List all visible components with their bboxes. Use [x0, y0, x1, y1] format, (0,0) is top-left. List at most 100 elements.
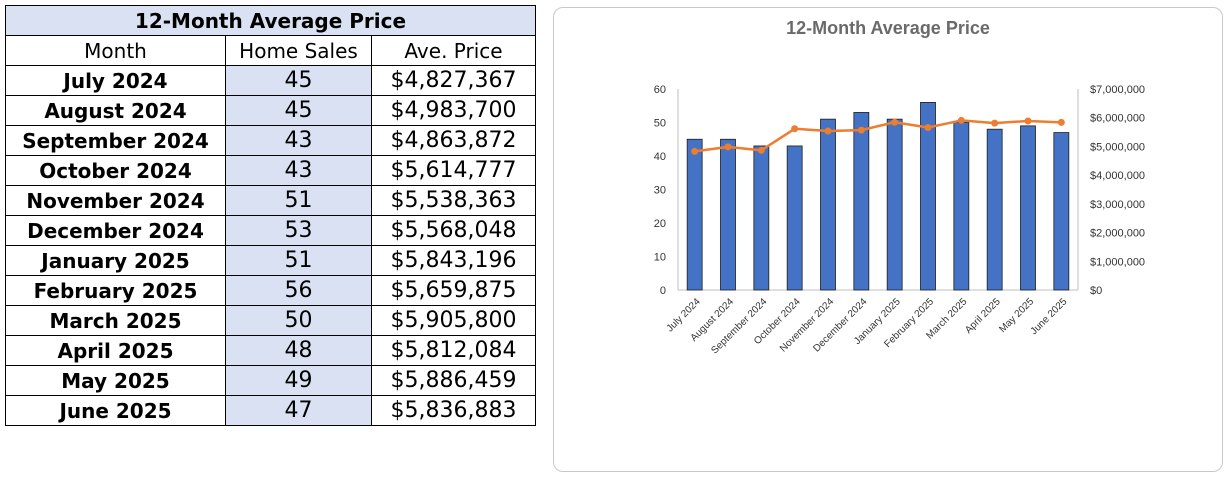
column-header-ave-price: Ave. Price	[371, 35, 536, 66]
bar	[853, 112, 870, 291]
month-cell: January 2025	[5, 245, 226, 276]
month-cell: December 2024	[5, 215, 226, 246]
table-title: 12-Month Average Price	[5, 5, 536, 36]
combo-chart: 0 10 20 30 40 50 60 $0 $1,000,000 $2,000,000 $3,00…	[654, 84, 1145, 356]
y-tick-label-left: 30	[654, 185, 666, 197]
line-series	[691, 116, 1065, 155]
table-row: May 2025 49 $5,886,459	[5, 365, 536, 396]
table-row: March 2025 50 $5,905,800	[5, 305, 536, 336]
line-point	[1057, 118, 1065, 126]
line-point	[1024, 117, 1032, 125]
home-sales-cell: 45	[225, 65, 372, 96]
bar	[820, 118, 836, 291]
month-cell: September 2024	[5, 125, 226, 156]
month-cell: February 2025	[5, 275, 226, 306]
home-sales-cell: 50	[225, 305, 372, 336]
y-tick-label-right: $0	[1090, 285, 1102, 297]
ave-price-cell: $5,886,459	[371, 365, 536, 396]
x-tick-label: April 2025	[963, 296, 1003, 336]
table-row: July 2024 45 $4,827,367	[5, 65, 536, 96]
bar	[953, 122, 970, 291]
y-tick-label-left: 50	[654, 118, 666, 130]
y-tick-label-right: $1,000,000	[1090, 256, 1145, 268]
chart-axes	[677, 89, 1079, 291]
bar	[986, 128, 1003, 291]
line-point	[824, 127, 832, 135]
table-row: December 2024 53 $5,568,048	[5, 215, 536, 246]
price-table: 12-Month Average Price Month Home Sales …	[5, 5, 536, 426]
table-row: June 2025 47 $5,836,883	[5, 395, 536, 426]
y-tick-label-right: $3,000,000	[1090, 199, 1145, 211]
ave-price-cell: $4,863,872	[371, 125, 536, 156]
chart-card: 12-Month Average Price 0 10 20 30 40 50 60 $0 $1…	[553, 7, 1223, 472]
bar	[920, 102, 936, 291]
home-sales-cell: 47	[225, 395, 372, 426]
y-tick-label-left: 60	[654, 84, 666, 96]
line-point	[757, 146, 765, 154]
home-sales-cell: 48	[225, 335, 372, 366]
column-header-home-sales: Home Sales	[225, 35, 372, 66]
y-tick-label-right: $5,000,000	[1090, 141, 1145, 153]
home-sales-cell: 51	[225, 245, 372, 276]
column-header-month: Month	[5, 35, 226, 66]
month-cell: April 2025	[5, 335, 226, 366]
y-tick-label-left: 40	[654, 151, 666, 163]
ave-price-cell: $5,812,084	[371, 335, 536, 366]
ave-price-cell: $4,827,367	[371, 65, 536, 96]
table-row: April 2025 48 $5,812,084	[5, 335, 536, 366]
home-sales-cell: 43	[225, 155, 372, 186]
y-tick-label-right: $7,000,000	[1090, 84, 1145, 96]
ave-price-cell: $5,568,048	[371, 215, 536, 246]
month-cell: August 2024	[5, 95, 226, 126]
line-point	[857, 126, 865, 134]
line-point	[957, 116, 965, 124]
bar	[753, 145, 770, 291]
table-row: November 2024 51 $5,538,363	[5, 185, 536, 216]
line-point	[991, 119, 999, 127]
ave-price-cell: $4,983,700	[371, 95, 536, 126]
y-tick-label-left: 10	[654, 252, 666, 264]
bar	[886, 118, 903, 291]
month-cell: June 2025	[5, 395, 226, 426]
bar	[1053, 132, 1070, 291]
y-tick-label-right: $2,000,000	[1090, 228, 1145, 240]
bar-series	[686, 102, 1070, 291]
home-sales-cell: 51	[225, 185, 372, 216]
line-point	[924, 123, 932, 131]
price-table-container: 12-Month Average Price Month Home Sales …	[5, 5, 536, 426]
line-point	[891, 118, 899, 126]
ave-price-cell: $5,905,800	[371, 305, 536, 336]
table-header-row: Month Home Sales Ave. Price	[5, 35, 536, 66]
bar	[686, 138, 703, 291]
price-line	[694, 119, 1062, 153]
bar	[786, 145, 803, 291]
line-point	[724, 143, 732, 151]
ave-price-cell: $5,659,875	[371, 275, 536, 306]
bar	[720, 138, 736, 291]
home-sales-cell: 45	[225, 95, 372, 126]
home-sales-cell: 56	[225, 275, 372, 306]
ave-price-cell: $5,538,363	[371, 185, 536, 216]
ave-price-cell: $5,836,883	[371, 395, 536, 426]
y-tick-label-right: $6,000,000	[1090, 113, 1145, 125]
table-row: February 2025 56 $5,659,875	[5, 275, 536, 306]
table-title-row: 12-Month Average Price	[5, 5, 536, 36]
ave-price-cell: $5,614,777	[371, 155, 536, 186]
y-tick-label-right: $4,000,000	[1090, 170, 1145, 182]
table-row: August 2024 45 $4,983,700	[5, 95, 536, 126]
table-row: September 2024 43 $4,863,872	[5, 125, 536, 156]
ave-price-cell: $5,843,196	[371, 245, 536, 276]
y-tick-label-left: 20	[654, 218, 666, 230]
chart-title: 12-Month Average Price	[786, 18, 990, 38]
table-row: October 2024 43 $5,614,777	[5, 155, 536, 186]
line-point	[791, 125, 799, 133]
home-sales-cell: 49	[225, 365, 372, 396]
bar	[1020, 125, 1036, 291]
line-point	[691, 147, 699, 155]
month-cell: November 2024	[5, 185, 226, 216]
home-sales-cell: 53	[225, 215, 372, 246]
y-tick-label-left: 0	[660, 285, 666, 297]
x-tick-label: June 2025	[1029, 296, 1070, 337]
home-sales-cell: 43	[225, 125, 372, 156]
month-cell: July 2024	[5, 65, 226, 96]
